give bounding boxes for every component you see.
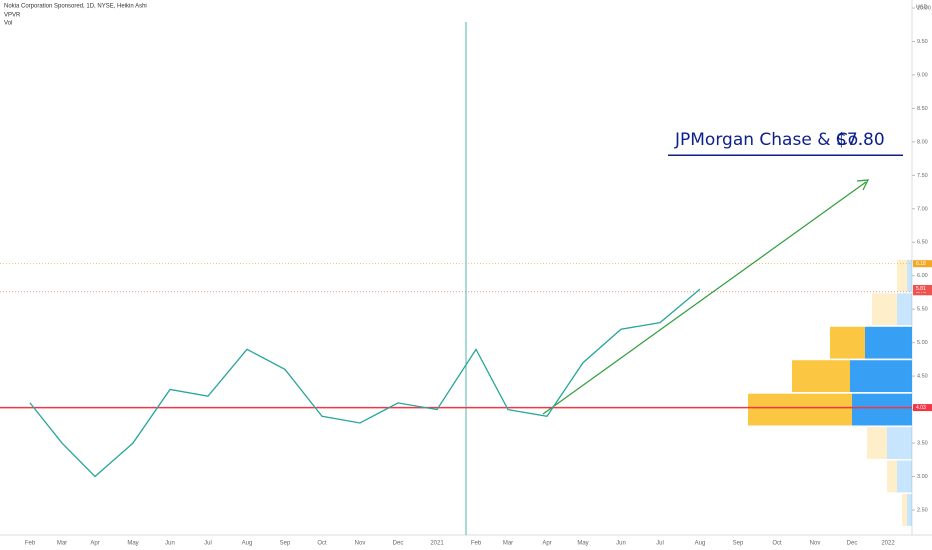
price-tag-label: 5.76 [916, 289, 926, 295]
y-tick-label: 6.50 [917, 240, 928, 246]
profile-down [748, 393, 852, 426]
x-tick-label: Oct [772, 541, 782, 547]
profile-down [872, 293, 897, 326]
x-tick-label: May [127, 541, 138, 547]
y-tick-label: 8.00 [917, 139, 928, 145]
y-tick-label: 3.50 [917, 440, 928, 446]
x-tick-label: Aug [695, 541, 706, 547]
currency-label: USD [916, 4, 928, 10]
profile-down [887, 460, 897, 493]
x-tick-label: Jun [616, 541, 626, 547]
profile-up [907, 259, 912, 292]
profile-down [902, 494, 907, 526]
profile-up [897, 293, 912, 326]
y-tick-label: 4.50 [917, 374, 928, 380]
x-tick-label: Oct [317, 541, 327, 547]
x-tick-label: Jun [165, 541, 175, 547]
price-tag [913, 404, 932, 412]
profile-up [850, 360, 912, 393]
symbol-title: Nokia Corporation Sponsored, 1D, NYSE, H… [4, 4, 147, 10]
y-tick-label: 8.50 [917, 106, 928, 112]
profile-up [865, 326, 912, 359]
x-tick-label: Jul [204, 541, 212, 547]
annotation-price: $7.80 [836, 130, 885, 150]
x-tick-label: Sep [280, 541, 291, 547]
x-tick-label: Feb [471, 541, 482, 547]
y-tick-label: 7.50 [917, 173, 928, 179]
x-tick-label: Aug [242, 541, 253, 547]
y-tick-label: 7.00 [917, 206, 928, 212]
profile-down [897, 259, 907, 292]
y-tick-label: 6.00 [917, 273, 928, 279]
x-tick-label: Dec [393, 541, 404, 547]
profile-up [907, 494, 912, 526]
y-tick-label: 3.00 [917, 474, 928, 480]
x-tick-label: 2021 [430, 541, 444, 547]
x-tick-label: Jul [656, 541, 664, 547]
profile-up [887, 427, 912, 459]
profile-down [867, 427, 887, 459]
y-tick-label: 9.00 [917, 72, 928, 78]
x-tick-label: Dec [847, 541, 858, 547]
x-tick-label: Sep [733, 541, 744, 547]
x-tick-label: Apr [90, 541, 99, 547]
profile-down [830, 326, 865, 359]
x-tick-label: Mar [503, 541, 513, 547]
x-tick-label: Mar [57, 541, 67, 547]
price-tag [913, 284, 932, 292]
y-tick-label: 9.50 [917, 39, 928, 45]
indicator-label: VPVR [4, 13, 21, 19]
indicator-label: Vol [4, 21, 12, 27]
x-tick-label: May [577, 541, 588, 547]
annotation-text: JPMorgan Chase & Co. [674, 130, 863, 150]
x-tick-label: Nov [355, 541, 366, 547]
x-tick-label: Apr [542, 541, 551, 547]
price-tag-label: 4.03 [916, 405, 926, 411]
price-line-series [29, 288, 701, 478]
price-tag-label: 6.18 [916, 261, 926, 267]
price-tag [913, 260, 932, 268]
x-tick-label: 2022 [881, 541, 895, 547]
profile-up [897, 460, 912, 493]
trend-arrow [542, 181, 867, 415]
y-tick-label: 5.50 [917, 307, 928, 313]
profile-down [792, 360, 850, 393]
arrow-head [856, 179, 870, 191]
profile-up [852, 393, 912, 426]
y-tick-label: 10.00 [917, 5, 931, 11]
y-tick-label: 5.00 [917, 340, 928, 346]
price-tag-label: 5.81 [916, 286, 926, 292]
x-tick-label: Nov [810, 541, 821, 547]
x-tick-label: Feb [25, 541, 36, 547]
y-tick-label: 2.50 [917, 507, 928, 513]
